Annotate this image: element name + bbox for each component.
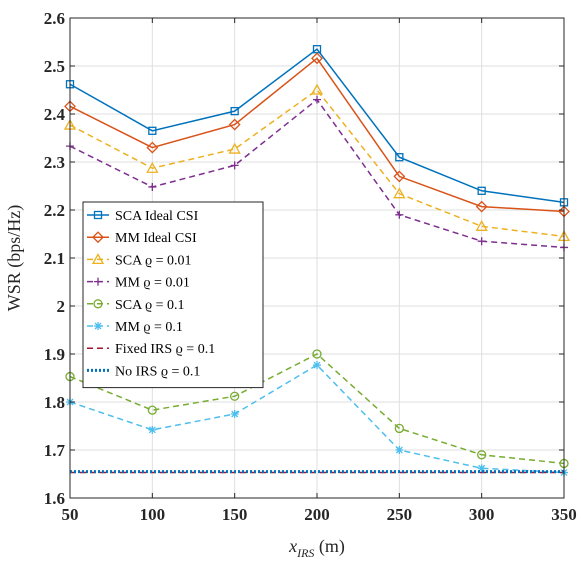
- marker-triangle: [146, 161, 159, 173]
- marker-diamond: [393, 170, 406, 183]
- legend-item: SCA ϱ = 0.1: [87, 298, 184, 313]
- x-tick-label: 250: [387, 505, 413, 524]
- x-tick-label: 300: [469, 505, 495, 524]
- marker-circle: [312, 349, 322, 359]
- marker-square: [230, 106, 239, 116]
- x-axis-label: xIRS (m): [288, 536, 345, 560]
- marker-plus: [148, 182, 157, 191]
- ticks: 50 100 150 200 250 300 350 1.6 1.7 1.8 1.9 2 2.1 2.2 2…: [44, 9, 577, 524]
- marker-triangle: [310, 83, 324, 95]
- marker-square: [148, 126, 157, 135]
- marker-asterisk: [148, 425, 157, 434]
- marker-plus: [313, 95, 321, 104]
- legend-label: MM ϱ = 0.01: [115, 276, 190, 291]
- marker-circle: [93, 299, 103, 309]
- legend-item: No IRS ϱ = 0.1: [87, 364, 200, 379]
- marker-circle: [230, 391, 240, 401]
- y-tick-label: 2.5: [44, 57, 65, 76]
- legend-label: MM ϱ = 0.1: [115, 320, 183, 335]
- marker-plus: [395, 210, 404, 219]
- x-tick-label: 350: [551, 505, 577, 524]
- y-tick-label: 1.9: [44, 345, 65, 364]
- y-tick-label: 2.6: [44, 9, 65, 28]
- y-tick-label: 2: [57, 297, 66, 316]
- legend-label: SCA Ideal CSI: [115, 209, 199, 224]
- legend-item: MM ϱ = 0.01: [87, 276, 190, 291]
- legend-box: [82, 201, 264, 389]
- x-axis-label-main: x: [288, 536, 297, 556]
- marker-diamond: [146, 141, 159, 154]
- marker-plus: [477, 237, 486, 246]
- marker-diamond: [92, 231, 104, 244]
- legend-label: MM Ideal CSI: [115, 231, 197, 246]
- x-axis-label-sub: IRS: [296, 546, 314, 560]
- marker-diamond: [475, 200, 488, 213]
- marker-circle: [394, 423, 404, 434]
- y-tick-label: 1.6: [44, 489, 65, 508]
- marker-triangle: [228, 142, 241, 154]
- marker-diamond: [311, 52, 323, 65]
- y-tick-label: 2.4: [44, 105, 66, 124]
- marker-asterisk: [94, 322, 102, 330]
- marker-triangle: [393, 187, 406, 199]
- x-tick-label: 100: [140, 505, 166, 524]
- marker-square: [395, 153, 404, 162]
- x-tick-label: 200: [304, 505, 330, 524]
- marker-asterisk: [230, 410, 239, 418]
- marker-asterisk: [477, 464, 486, 473]
- legend-item: MM Ideal CSI: [87, 231, 197, 246]
- marker-plus: [94, 277, 102, 286]
- legend-item: SCA Ideal CSI: [87, 209, 199, 224]
- marker-plus: [230, 161, 239, 170]
- legend-item: SCA ϱ = 0.01: [87, 253, 191, 268]
- marker-diamond: [228, 118, 241, 131]
- legend-label: SCA ϱ = 0.01: [115, 253, 191, 268]
- legend-item: Fixed IRS ϱ = 0.1: [87, 342, 215, 357]
- legend: SCA Ideal CSI MM Ideal CSI SCA ϱ = 0.01 MM …: [82, 201, 264, 389]
- y-axis-label: WSR (bps/Hz): [4, 205, 25, 312]
- marker-circle: [147, 405, 157, 415]
- legend-item: MM ϱ = 0.1: [87, 320, 183, 335]
- marker-asterisk: [395, 446, 404, 454]
- marker-asterisk: [313, 361, 321, 370]
- marker-square: [477, 186, 486, 195]
- x-axis-label-unit: (m): [314, 536, 345, 557]
- x-tick-label: 50: [62, 505, 79, 524]
- series-line: [69, 57, 565, 213]
- marker-square: [93, 210, 103, 220]
- marker-triangle: [475, 219, 488, 231]
- y-tick-label: 2.2: [44, 201, 65, 220]
- y-tick-label: 1.8: [44, 393, 65, 412]
- x-tick-label: 150: [222, 505, 248, 524]
- marker-circle: [477, 450, 487, 460]
- series-line: [69, 48, 565, 204]
- series-line: [69, 88, 565, 238]
- y-tick-label: 2.1: [44, 249, 65, 268]
- legend-label: Fixed IRS ϱ = 0.1: [115, 342, 215, 357]
- legend-label: No IRS ϱ = 0.1: [115, 364, 200, 379]
- marker-triangle: [91, 253, 105, 265]
- legend-label: SCA ϱ = 0.1: [115, 298, 184, 313]
- y-tick-label: 2.3: [44, 153, 65, 172]
- series-line: [69, 353, 565, 465]
- y-tick-label: 1.7: [44, 441, 66, 460]
